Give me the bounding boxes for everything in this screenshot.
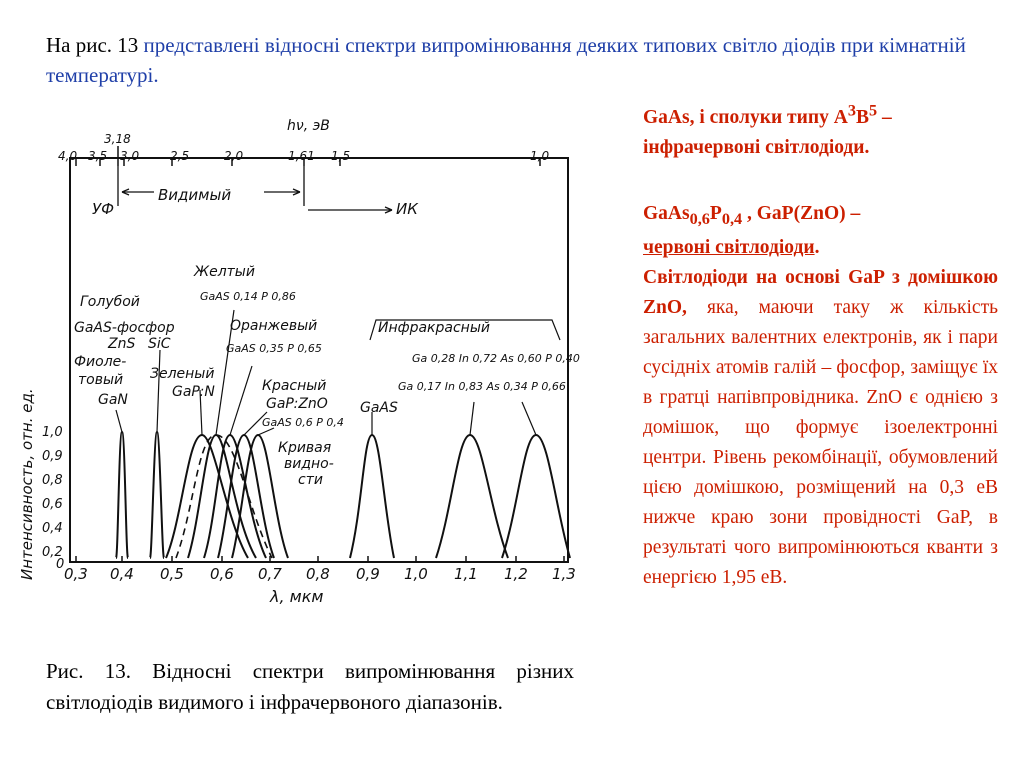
red-heading-sub2: 0,4 (721, 209, 743, 228)
y-tick-0.2: 0,2 (42, 545, 63, 560)
label-gapn: GaP:N (172, 384, 215, 400)
x-tick-0.3: 0,3 (64, 565, 88, 583)
y-tick-0.4: 0,4 (42, 521, 63, 536)
x-axis-label: λ, мкм (269, 587, 323, 606)
peak-gan (115, 430, 129, 559)
peak-gaas (349, 433, 395, 559)
top-tick-labels: 4,0 3,5 3,18 3,0 2,5 2,0 1,61 1,5 1,0 (58, 132, 549, 163)
spectra-figure: hν, эВ 4,0 3,5 3,18 3,0 2,5 2,0 1,61 1,5… (12, 110, 592, 620)
figure-caption: Рис. 13. Відносні спектри випромінювання… (46, 659, 574, 714)
peak-gainas-1 (435, 433, 509, 559)
label-yellow-comp: GaAS 0,14 P 0,86 (200, 290, 296, 303)
x-tick-1.3: 1,3 (552, 565, 576, 583)
ir-label: ИК (396, 200, 419, 218)
label-ir-comp-1: Ga 0,28 In 0,72 As 0,60 P 0,40 (412, 352, 580, 365)
x-tick-0.7: 0,7 (258, 565, 282, 583)
red-heading-sub1: 0,6 (689, 209, 710, 228)
ir-heading-a: GaAs, і сполуки типу A (643, 106, 848, 128)
label-curve-2: видно- (284, 456, 334, 472)
y-tick-1.0: 1,0 (42, 425, 63, 440)
x-tick-1.2: 1,2 (504, 565, 528, 583)
top-tick-1.61: 1,61 (288, 149, 315, 163)
y-tick-0.8: 0,8 (42, 473, 63, 488)
red-led-heading: GaAs0,6P0,4 , GaP(ZnO) – червоні світлоді… (643, 199, 998, 264)
y-tick-0.6: 0,6 (42, 497, 63, 512)
red-heading-e: . (814, 237, 820, 259)
leader-lines (115, 309, 561, 436)
x-tick-1.0: 1,0 (404, 565, 428, 583)
y-tick-labels: 1,0 0,9 0,8 0,6 0,4 0,2 0 (42, 425, 64, 572)
intro-paragraph: На рис. 13 представлені відносні спектри… (46, 30, 976, 90)
label-curve-1: Кривая (278, 440, 331, 456)
top-tick-2.5: 2,5 (170, 149, 189, 163)
top-tick-2.0: 2,0 (224, 149, 243, 163)
ir-heading-b: B (855, 106, 869, 128)
right-column: GaAs, і сполуки типу A3B5 – інфрачервоні… (643, 95, 998, 593)
label-violet-2: товый (78, 372, 123, 388)
bottom-tick-marks (75, 556, 565, 562)
red-heading-a: GaAs (643, 202, 690, 224)
label-gaas-phosphor: GaAS-фосфор (74, 320, 175, 336)
label-curve-3: сти (298, 472, 323, 488)
red-heading-c: , GaP(ZnO) – (742, 202, 861, 224)
spectral-curves (115, 430, 571, 559)
x-tick-0.8: 0,8 (306, 565, 330, 583)
red-heading-underlined: червоні світлодіоди (643, 237, 815, 259)
label-gaas: GaAS (360, 400, 398, 416)
label-infrared: Инфракрасный (378, 320, 490, 336)
x-tick-0.9: 0,9 (356, 565, 380, 583)
gap-zno-text: яка, маючи таку ж кількість загальних ва… (643, 297, 998, 589)
x-tick-0.5: 0,5 (160, 565, 184, 583)
peak-zns-sic (149, 430, 165, 559)
top-tick-3.18: 3,18 (104, 132, 131, 146)
label-green: Зеленый (150, 366, 214, 382)
label-ir-comp-2: Ga 0,17 In 0,83 As 0,34 P 0,66 (398, 380, 566, 393)
label-blue: Голубой (80, 294, 140, 310)
ir-heading-sup2: 5 (868, 101, 878, 119)
top-axis-title: hν, эВ (287, 118, 330, 134)
intro-text: представлені відносні спектри випромінюв… (46, 33, 966, 87)
x-tick-0.4: 0,4 (110, 565, 134, 583)
label-orange-comp: GaAS 0,35 P 0,65 (226, 342, 322, 355)
visible-label: Видимый (158, 186, 231, 204)
top-tick-3.0: 3,0 (120, 149, 139, 163)
y-axis-label: Интенсивность, отн. ед. (18, 388, 36, 580)
top-tick-1.5: 1,5 (331, 149, 350, 163)
y-tick-0.9: 0,9 (42, 449, 63, 464)
bottom-tick-labels: 0,3 0,4 0,5 0,6 0,7 0,8 0,9 1,0 1,1 1,2 … (64, 565, 576, 583)
gap-zno-paragraph: Світлодіоди на основі GaP з домішкою ZnO… (643, 263, 998, 593)
spectra-scan: hν, эВ 4,0 3,5 3,18 3,0 2,5 2,0 1,61 1,5… (18, 118, 580, 606)
label-red: Красный (262, 378, 326, 394)
label-gan: GaN (98, 392, 128, 408)
label-violet-1: Фиоле- (74, 354, 126, 370)
x-tick-1.1: 1,1 (454, 565, 478, 583)
ir-heading-c: – інфрачервоні світлодіоди. (643, 106, 892, 158)
plot-frame (69, 157, 569, 563)
ir-heading-sup1: 3 (847, 101, 856, 119)
label-red-comp: GaAS 0,6 P 0,4 (262, 416, 344, 429)
top-tick-marks (75, 146, 541, 166)
top-tick-3.5: 3,5 (88, 149, 107, 163)
label-gapzno: GaP:ZnO (266, 396, 328, 412)
ir-led-heading: GaAs, і сполуки типу A3B5 – інфрачервоні… (643, 95, 998, 163)
intro-prefix: На рис. 13 (46, 33, 144, 57)
red-heading-b: P (709, 202, 722, 224)
label-yellow: Желтый (193, 264, 255, 280)
uv-label: УФ (92, 200, 114, 218)
peak-labels: Голубой GaAS-фосфор ZnS SiC Фиоле- товый… (74, 264, 580, 488)
label-zns: ZnS (107, 336, 135, 352)
visibility-curve (175, 434, 273, 559)
top-tick-4.0: 4,0 (58, 149, 77, 163)
label-orange: Оранжевый (230, 318, 317, 334)
label-sic: SiC (148, 336, 171, 352)
y-tick-0: 0 (56, 557, 64, 572)
peak-gainas-2 (501, 433, 571, 559)
x-tick-0.6: 0,6 (210, 565, 234, 583)
gap-zno-bold: Світлодіоди на основі GaP з домішкою ZnO… (643, 267, 998, 319)
top-tick-1.0: 1,0 (530, 149, 549, 163)
